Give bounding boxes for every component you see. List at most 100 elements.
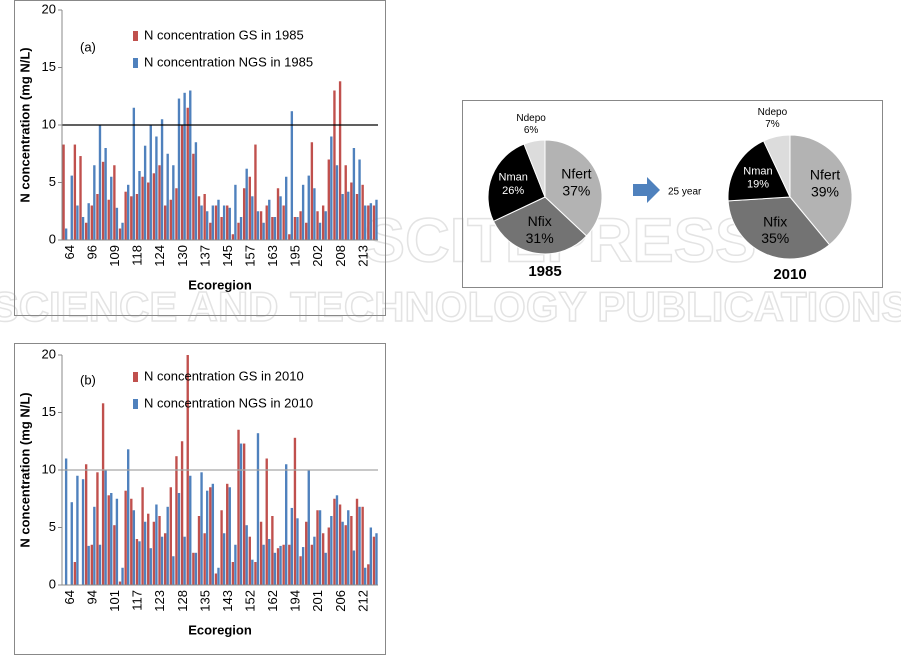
bar xyxy=(330,516,333,585)
bar xyxy=(361,184,364,240)
bar xyxy=(163,205,167,240)
bar xyxy=(299,211,302,240)
arrow-label: 25 year xyxy=(668,187,702,198)
bar xyxy=(347,191,350,240)
bar xyxy=(143,145,147,240)
legend-swatch xyxy=(133,58,138,68)
bar xyxy=(290,111,294,240)
pie-slice xyxy=(727,196,831,260)
x-tick-label: 194 xyxy=(288,590,303,612)
bar xyxy=(104,148,107,240)
bar xyxy=(256,211,260,240)
bar xyxy=(265,205,268,240)
bar xyxy=(172,556,175,585)
bar xyxy=(242,188,246,240)
y-axis-title: N concentration (mg N/L) xyxy=(17,47,32,202)
bar xyxy=(200,472,203,585)
bar xyxy=(192,552,195,585)
bar xyxy=(121,567,124,585)
bar xyxy=(313,536,316,585)
x-axis-title: Ecoregion xyxy=(188,277,252,292)
bar xyxy=(299,556,302,585)
bar xyxy=(118,581,122,585)
legend-label: N concentration NGS in 1985 xyxy=(144,54,313,69)
bar xyxy=(316,510,319,585)
bar xyxy=(237,222,240,240)
bar xyxy=(147,513,150,585)
bar xyxy=(231,234,235,240)
bar xyxy=(239,217,243,240)
bar xyxy=(344,165,347,240)
bar xyxy=(115,207,119,240)
bar xyxy=(305,222,308,240)
bar xyxy=(160,536,164,585)
annotation: (a) xyxy=(80,39,96,54)
bar xyxy=(364,205,367,240)
bar xyxy=(166,153,169,240)
bar xyxy=(130,498,133,585)
bar xyxy=(121,222,124,240)
bar xyxy=(276,548,280,585)
bar xyxy=(361,506,364,585)
pie-slice xyxy=(523,139,546,198)
bar xyxy=(279,545,282,585)
y-tick-label: 20 xyxy=(42,1,56,16)
bar xyxy=(355,194,359,240)
bar xyxy=(239,443,243,585)
bar xyxy=(79,156,82,240)
bar xyxy=(350,182,353,240)
y-tick-label: 5 xyxy=(49,174,56,189)
bar xyxy=(96,472,99,585)
bar xyxy=(90,205,93,240)
bar xyxy=(192,153,195,240)
bar xyxy=(265,458,268,585)
slice-label: Nfix xyxy=(528,213,552,229)
bar xyxy=(132,510,136,585)
bar xyxy=(245,168,248,240)
bar xyxy=(251,559,254,585)
bar xyxy=(149,548,152,585)
bar xyxy=(87,203,90,240)
pie-slice xyxy=(789,134,853,246)
bar xyxy=(143,521,147,585)
x-tick-label: 64 xyxy=(62,245,77,259)
x-tick-label: 162 xyxy=(265,590,280,612)
bar xyxy=(327,159,330,240)
x-tick-label: 152 xyxy=(242,590,257,612)
bar xyxy=(73,562,77,585)
bar xyxy=(318,510,322,585)
bar xyxy=(367,564,370,585)
bar xyxy=(81,479,85,585)
bar xyxy=(217,567,220,585)
bar xyxy=(290,507,294,585)
bar xyxy=(330,136,333,240)
bar xyxy=(155,504,158,585)
bar xyxy=(76,475,79,585)
bar xyxy=(341,194,344,240)
bar xyxy=(262,222,265,240)
bar xyxy=(115,498,119,585)
y-tick-label: 15 xyxy=(42,404,56,419)
x-tick-label: 117 xyxy=(130,590,145,611)
chart-frame xyxy=(14,343,386,655)
bar xyxy=(98,125,102,240)
x-tick-label: 101 xyxy=(107,590,122,612)
x-tick-label: 157 xyxy=(242,245,257,267)
bar xyxy=(256,433,260,585)
bar xyxy=(209,222,212,240)
bar xyxy=(355,498,359,585)
bar xyxy=(352,550,356,585)
pie-slice xyxy=(727,140,791,202)
legend-label: N concentration GS in 2010 xyxy=(144,368,304,383)
bar xyxy=(273,552,277,585)
y-tick-label: 0 xyxy=(49,576,56,591)
y-tick-label: 5 xyxy=(49,519,56,534)
bar xyxy=(93,506,96,585)
bar xyxy=(293,437,297,585)
bar xyxy=(81,217,85,240)
slice-label: Nman xyxy=(499,172,528,184)
x-tick-label: 195 xyxy=(288,245,303,267)
bar xyxy=(226,205,229,240)
legend-label: N concentration GS in 1985 xyxy=(144,27,304,42)
